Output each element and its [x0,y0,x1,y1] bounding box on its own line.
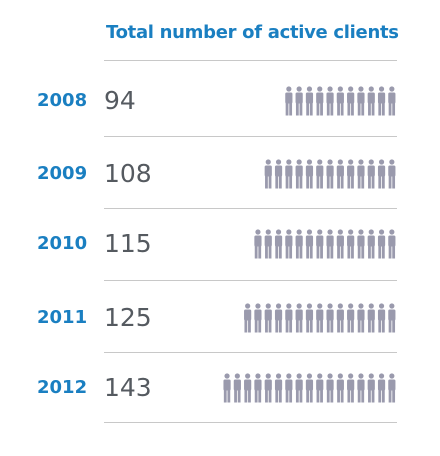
person-icon [285,373,293,403]
person-icon [388,303,396,333]
person-icon [336,303,344,333]
person-icon [305,159,314,189]
person-icon [254,303,262,333]
person-icon [244,373,252,403]
person-icon [295,159,303,189]
person-icon [336,373,344,403]
person-icon [285,303,293,333]
person-icon [367,86,375,116]
person-icon [305,86,314,116]
row-divider [104,136,397,137]
person-icon [367,229,375,259]
value-label: 125 [104,303,152,332]
year-label: 2012 [37,377,88,398]
value-label: 108 [104,159,152,188]
person-icon [367,159,375,189]
person-icon [233,373,241,403]
row-divider [104,422,397,423]
person-icon [336,159,344,189]
person-icon [254,373,262,403]
row-divider [104,208,397,209]
person-icon [326,159,334,189]
person-icon [357,159,365,189]
person-icon [316,86,324,116]
figure-bar [264,159,396,189]
person-icon [264,303,272,333]
person-icon [347,159,355,189]
person-icon [285,86,293,116]
value-label: 143 [104,373,152,402]
person-icon [347,303,355,333]
person-icon [357,373,365,403]
person-icon [223,373,231,403]
figure-bar [285,86,396,116]
person-icon [295,373,303,403]
value-label: 94 [104,86,136,115]
person-icon [377,86,386,116]
person-icon [357,303,365,333]
person-icon [264,229,272,259]
person-icon [357,86,365,116]
person-icon [388,86,396,116]
person-icon [295,86,303,116]
year-label: 2010 [37,233,88,254]
row-divider [104,60,397,61]
person-icon [357,229,365,259]
person-icon [305,229,314,259]
person-icon [347,229,355,259]
person-icon [274,159,283,189]
person-icon [326,303,334,333]
person-icon [285,159,293,189]
person-icon [388,373,396,403]
value-label: 115 [104,229,152,258]
figure-bar [244,303,396,333]
person-icon [326,86,334,116]
person-icon [316,373,324,403]
person-icon [244,303,252,333]
person-icon [388,229,396,259]
person-icon [347,373,355,403]
person-icon [377,303,386,333]
person-icon [254,229,262,259]
figure-bar [223,373,396,403]
person-icon [367,373,375,403]
person-icon [316,229,324,259]
row-divider [104,352,397,353]
person-icon [316,159,324,189]
person-icon [347,86,355,116]
person-icon [295,229,303,259]
person-icon [336,86,344,116]
row-divider [104,280,397,281]
chart-title: Total number of active clients [106,22,399,43]
person-icon [274,303,283,333]
person-icon [274,229,283,259]
person-icon [316,303,324,333]
person-icon [264,159,272,189]
person-icon [295,303,303,333]
year-label: 2009 [37,163,88,184]
person-icon [367,303,375,333]
person-icon [305,373,314,403]
person-icon [377,159,386,189]
person-icon [264,373,272,403]
person-icon [285,229,293,259]
person-icon [326,373,334,403]
person-icon [388,159,396,189]
person-icon [377,229,386,259]
year-label: 2008 [37,90,88,111]
person-icon [336,229,344,259]
person-icon [377,373,386,403]
year-label: 2011 [37,307,88,328]
figure-bar [254,229,396,259]
person-icon [305,303,314,333]
person-icon [274,373,283,403]
person-icon [326,229,334,259]
